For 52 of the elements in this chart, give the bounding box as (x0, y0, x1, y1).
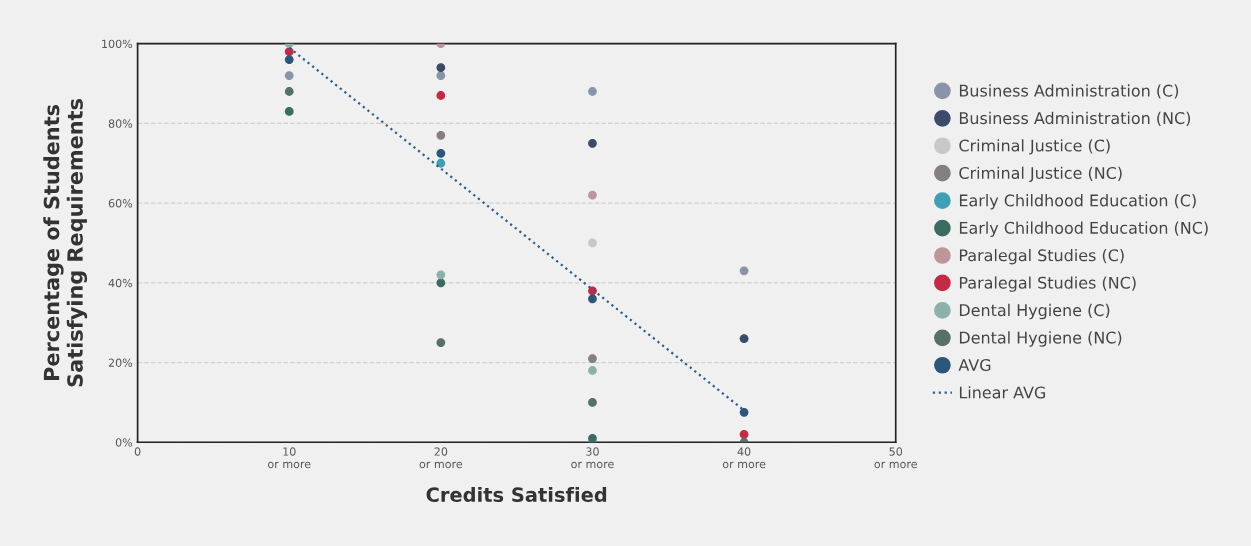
point (436, 270, 446, 280)
point (284, 71, 294, 80)
point (739, 407, 749, 417)
legend-label: Dental Hygiene (NC) (959, 331, 1122, 347)
legend-label: Dental Hygiene (C) (959, 303, 1110, 320)
point (436, 63, 446, 72)
point (284, 55, 294, 65)
point (284, 87, 294, 96)
point (739, 429, 749, 439)
point (588, 398, 597, 407)
x-axis-title: Credits Satisfied (426, 486, 607, 503)
legend-label: Business Administration (NC) (959, 111, 1191, 127)
point (436, 338, 446, 348)
legend-label: Paralegal Studies (C) (959, 248, 1124, 265)
point (739, 266, 749, 276)
y-tick-label: 60% (108, 199, 133, 208)
point (588, 366, 597, 375)
y-tick-label: 100% (102, 39, 133, 49)
y-tick-label: 0% (115, 438, 133, 447)
legend-label: Paralegal Studies (NC) (959, 276, 1136, 292)
legend-label: AVG (958, 358, 991, 372)
point (588, 87, 597, 96)
point (588, 190, 597, 200)
point (739, 334, 749, 344)
x-tick-label: 30 or more (571, 447, 614, 469)
y-tick-label: 80% (108, 119, 133, 128)
legend-label: Business Administration (C) (959, 84, 1179, 99)
y-tick-label: 40% (108, 278, 133, 288)
x-tick-label: 0 (134, 447, 141, 456)
legend-label: Early Childhood Education (NC) (959, 221, 1208, 237)
x-tick-label: 40 or more (722, 447, 766, 469)
x-tick-label: 50 or more (874, 447, 917, 469)
point (284, 107, 294, 116)
point (588, 138, 597, 148)
point (436, 91, 446, 100)
point (588, 238, 597, 248)
y-axis-title: Percentage of Students Satisfying Requirements (43, 99, 88, 387)
point (436, 148, 446, 158)
point (436, 278, 446, 288)
x-tick-label: 20 or more (419, 447, 463, 469)
point (436, 158, 446, 168)
legend-label: Early Childhood Education (C) (959, 194, 1196, 210)
point (436, 130, 446, 140)
y-tick-label: 20% (108, 358, 133, 367)
legend-label: Criminal Justice (C) (959, 139, 1110, 155)
legend-label: Linear AVG (959, 386, 1046, 399)
point (436, 71, 446, 80)
legend-label: Criminal Justice (NC) (959, 166, 1122, 182)
point (588, 433, 597, 443)
point (588, 294, 597, 304)
x-tick-label: 10 or more (268, 447, 311, 469)
point (588, 354, 597, 363)
